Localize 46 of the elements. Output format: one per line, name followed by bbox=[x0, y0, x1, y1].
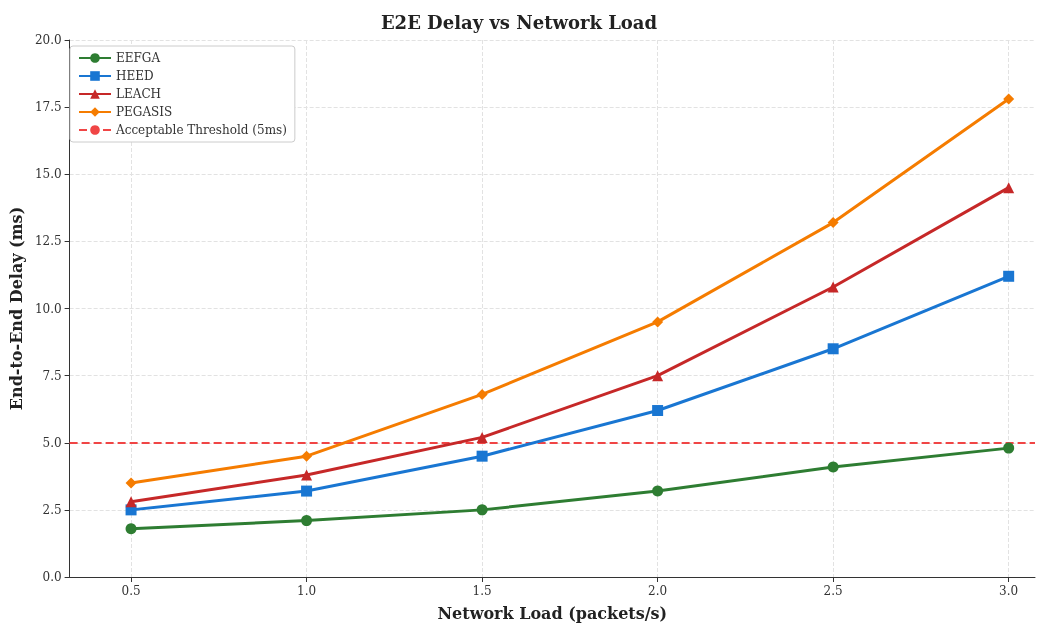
point bbox=[125, 496, 137, 508]
point bbox=[1003, 442, 1015, 454]
point bbox=[652, 316, 664, 328]
point bbox=[476, 388, 488, 400]
point bbox=[1003, 93, 1015, 105]
point bbox=[827, 343, 839, 355]
y-tick-label: 17.5 bbox=[34, 100, 62, 115]
point bbox=[476, 431, 488, 443]
point bbox=[1003, 182, 1015, 194]
y-tick-label: 20.0 bbox=[34, 33, 62, 47]
legend-label: Acceptable Threshold (5ms) bbox=[115, 123, 287, 137]
y-tick-label: 0.0 bbox=[42, 570, 62, 584]
legend-label: EEFGA bbox=[116, 51, 161, 65]
point bbox=[827, 461, 839, 473]
point bbox=[301, 485, 313, 497]
legend-label: PEGASIS bbox=[116, 105, 173, 119]
point bbox=[652, 370, 664, 382]
y-tick-label: 7.5 bbox=[42, 368, 62, 383]
point bbox=[827, 217, 839, 229]
point bbox=[652, 405, 664, 417]
point bbox=[1003, 270, 1015, 282]
y-axis-title: End-to-End Delay (ms) bbox=[6, 206, 26, 411]
x-tick-label: 1.5 bbox=[472, 584, 492, 598]
point bbox=[301, 469, 313, 481]
x-tick-label: 3.0 bbox=[999, 584, 1019, 598]
point bbox=[652, 485, 664, 497]
point bbox=[476, 504, 488, 516]
y-tick-label: 5.0 bbox=[42, 435, 62, 450]
y-tick-label: 12.5 bbox=[34, 234, 62, 249]
legend-label: HEED bbox=[116, 69, 154, 83]
legend-label: LEACH bbox=[116, 87, 162, 101]
point bbox=[125, 523, 137, 535]
y-tick-label: 10.0 bbox=[34, 301, 62, 316]
point bbox=[125, 477, 137, 489]
point bbox=[476, 450, 488, 462]
y-tick-label: 15.0 bbox=[34, 167, 62, 182]
point bbox=[301, 515, 313, 527]
x-tick-label: 2.5 bbox=[823, 584, 843, 598]
x-tick-label: 2.0 bbox=[648, 584, 668, 598]
x-tick-label: 0.5 bbox=[121, 584, 141, 598]
y-tick-label: 2.5 bbox=[42, 502, 62, 517]
x-axis-title: Network Load (packets/s) bbox=[437, 603, 668, 623]
point bbox=[827, 281, 839, 293]
point bbox=[301, 450, 313, 462]
chart-title: E2E Delay vs Network Load bbox=[380, 11, 658, 33]
x-tick-label: 1.0 bbox=[297, 584, 317, 598]
